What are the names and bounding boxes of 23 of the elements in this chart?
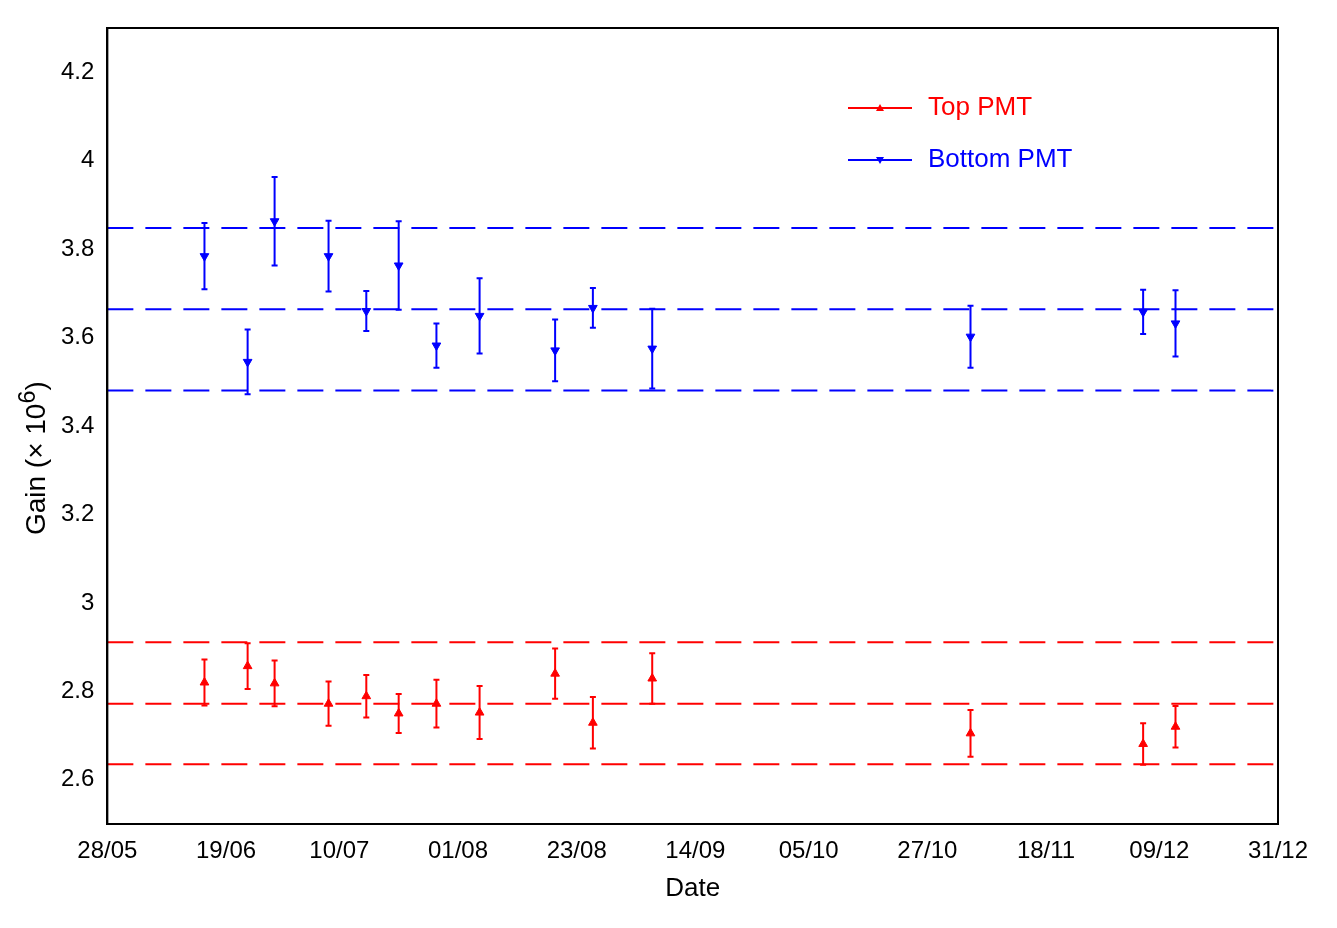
x-tick-label: 01/08 <box>427 836 489 864</box>
legend-label: Bottom PMT <box>928 143 1073 174</box>
x-tick-label: 18/11 <box>1016 836 1076 864</box>
y-tick-label: 2.6 <box>60 764 95 792</box>
y-tick-label: 3.8 <box>60 233 95 261</box>
x-tick-label: 10/07 <box>309 836 370 864</box>
x-axis-title: Date <box>665 871 721 902</box>
y-tick-label: 3 <box>81 587 95 615</box>
x-tick-label: 09/12 <box>1129 836 1190 864</box>
y-tick-label: 3.6 <box>60 322 95 350</box>
x-tick-label: 28/05 <box>77 836 138 864</box>
y-tick-label: 3.2 <box>60 499 95 527</box>
x-tick-label: 27/10 <box>897 836 958 864</box>
x-tick-label: 23/08 <box>546 836 607 864</box>
x-tick-label: 14/09 <box>665 836 726 864</box>
legend-label: Top PMT <box>928 91 1033 122</box>
y-tick-label: 4 <box>81 145 95 173</box>
x-tick-label: 05/10 <box>778 836 839 864</box>
y-tick-label: 2.8 <box>60 675 95 703</box>
y-tick-label: 3.4 <box>60 410 95 438</box>
x-tick-label: 19/06 <box>196 836 257 864</box>
x-tick-label: 31/12 <box>1247 836 1309 864</box>
y-tick-label: 4.2 <box>60 56 95 84</box>
